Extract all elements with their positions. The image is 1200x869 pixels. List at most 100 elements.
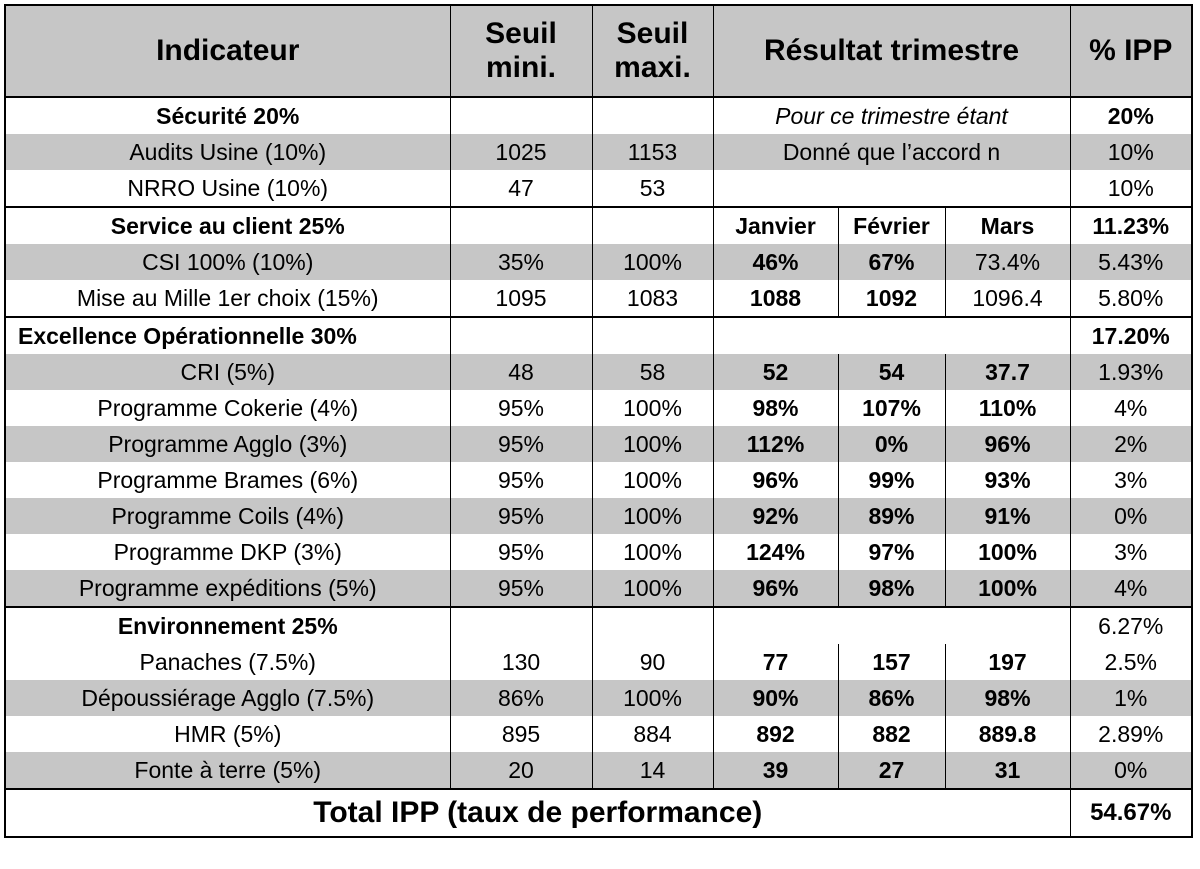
table-row: NRRO Usine (10%) 47 53 10%: [4, 170, 1193, 207]
section-title-excellence: Excellence Opérationnelle 30%: [4, 316, 451, 354]
row-jan: 892: [712, 716, 839, 752]
section-ipp-securite: 20%: [1069, 97, 1193, 134]
row-min: 95%: [449, 390, 593, 426]
row-mar: 110%: [944, 390, 1071, 426]
table-row: Dépoussiérage Agglo (7.5%) 86% 100% 90% …: [4, 680, 1193, 716]
row-ipp: 10%: [1069, 170, 1193, 207]
row-jan: 96%: [712, 462, 839, 498]
row-ipp: 2%: [1069, 426, 1193, 462]
row-ipp: 3%: [1069, 534, 1193, 570]
row-jan: 90%: [712, 680, 839, 716]
row-jan: 46%: [712, 244, 839, 280]
table-row: CRI (5%) 48 58 52 54 37.7 1.93%: [4, 354, 1193, 390]
total-value: 54.67%: [1069, 788, 1193, 837]
header-ipp: % IPP: [1069, 5, 1193, 98]
total-label: Total IPP (taux de performance): [4, 788, 1071, 837]
row-min: 95%: [449, 534, 593, 570]
row-feb: 67%: [837, 244, 946, 280]
row-max: 100%: [591, 534, 714, 570]
row-feb: 54: [837, 354, 946, 390]
row-mar: 37.7: [944, 354, 1071, 390]
row-min: 895: [449, 716, 593, 752]
cell-empty: [591, 316, 714, 354]
row-feb: 97%: [837, 534, 946, 570]
row-max: 14: [591, 752, 714, 789]
section-title-service: Service au client 25%: [4, 206, 451, 244]
row-ipp: 1.93%: [1069, 354, 1193, 390]
row-ipp: 5.43%: [1069, 244, 1193, 280]
table-row: CSI 100% (10%) 35% 100% 46% 67% 73.4% 5.…: [4, 244, 1193, 280]
note-line-1: Pour ce trimestre étant: [712, 97, 1071, 134]
row-min: 1095: [449, 280, 593, 317]
row-max: 58: [591, 354, 714, 390]
month-fevrier: Février: [837, 206, 946, 244]
section-ipp-excellence: 17.20%: [1069, 316, 1193, 354]
cell-empty: [591, 606, 714, 644]
row-feb: 89%: [837, 498, 946, 534]
cell-empty: [591, 206, 714, 244]
row-feb: 99%: [837, 462, 946, 498]
table-row: Programme DKP (3%) 95% 100% 124% 97% 100…: [4, 534, 1193, 570]
row-ipp: 1%: [1069, 680, 1193, 716]
row-label: CSI 100% (10%): [4, 244, 451, 280]
cell-empty: [591, 97, 714, 134]
row-min: 95%: [449, 498, 593, 534]
row-max: 53: [591, 170, 714, 207]
table-row: Programme Agglo (3%) 95% 100% 112% 0% 96…: [4, 426, 1193, 462]
row-label: Programme Coils (4%): [4, 498, 451, 534]
row-max: 100%: [591, 390, 714, 426]
header-seuil-maxi: Seuil maxi.: [591, 5, 714, 98]
row-ipp: 2.5%: [1069, 644, 1193, 680]
row-label: Panaches (7.5%): [4, 644, 451, 680]
row-ipp: 4%: [1069, 570, 1193, 607]
month-mars: Mars: [944, 206, 1071, 244]
row-feb: 107%: [837, 390, 946, 426]
row-mar: 73.4%: [944, 244, 1071, 280]
row-label: NRRO Usine (10%): [4, 170, 451, 207]
row-mar: 98%: [944, 680, 1071, 716]
section-row-securite: Sécurité 20% Pour ce trimestre étant 20%: [4, 97, 1193, 134]
row-max: 100%: [591, 244, 714, 280]
row-max: 100%: [591, 426, 714, 462]
row-feb: 1092: [837, 280, 946, 317]
row-label: Programme expéditions (5%): [4, 570, 451, 607]
section-row-environnement: Environnement 25% 6.27%: [4, 606, 1193, 644]
row-mar: 100%: [944, 570, 1071, 607]
row-mar: 31: [944, 752, 1071, 789]
row-label: Fonte à terre (5%): [4, 752, 451, 789]
row-ipp: 10%: [1069, 134, 1193, 170]
section-title-environnement: Environnement 25%: [4, 606, 451, 644]
section-ipp-service: 11.23%: [1069, 206, 1193, 244]
row-label: Audits Usine (10%): [4, 134, 451, 170]
row-jan: 52: [712, 354, 839, 390]
cell-empty: [449, 606, 593, 644]
row-min: 95%: [449, 426, 593, 462]
row-ipp: 0%: [1069, 498, 1193, 534]
section-row-excellence: Excellence Opérationnelle 30% 17.20%: [4, 316, 1193, 354]
row-mar: 889.8: [944, 716, 1071, 752]
month-janvier: Janvier: [712, 206, 839, 244]
section-title-securite: Sécurité 20%: [4, 97, 451, 134]
header-seuil-mini: Seuil mini.: [449, 5, 593, 98]
row-min: 48: [449, 354, 593, 390]
row-min: 95%: [449, 570, 593, 607]
row-label: Programme Agglo (3%): [4, 426, 451, 462]
row-label: Programme DKP (3%): [4, 534, 451, 570]
row-min: 47: [449, 170, 593, 207]
row-feb: 157: [837, 644, 946, 680]
section-ipp-environnement: 6.27%: [1069, 606, 1193, 644]
cell-empty: [449, 97, 593, 134]
section-row-service: Service au client 25% Janvier Février Ma…: [4, 206, 1193, 244]
ipp-table: Indicateur Seuil mini. Seuil maxi. Résul…: [4, 4, 1194, 838]
table-row: Programme expéditions (5%) 95% 100% 96% …: [4, 570, 1193, 607]
row-mar: 100%: [944, 534, 1071, 570]
note-line-2: Donné que l’accord n: [712, 134, 1071, 170]
row-min: 86%: [449, 680, 593, 716]
table-row: Audits Usine (10%) 1025 1153 Donné que l…: [4, 134, 1193, 170]
row-mar: 1096.4: [944, 280, 1071, 317]
row-feb: 98%: [837, 570, 946, 607]
table-row: Programme Coils (4%) 95% 100% 92% 89% 91…: [4, 498, 1193, 534]
table-row: Fonte à terre (5%) 20 14 39 27 31 0%: [4, 752, 1193, 789]
row-max: 100%: [591, 498, 714, 534]
row-feb: 86%: [837, 680, 946, 716]
